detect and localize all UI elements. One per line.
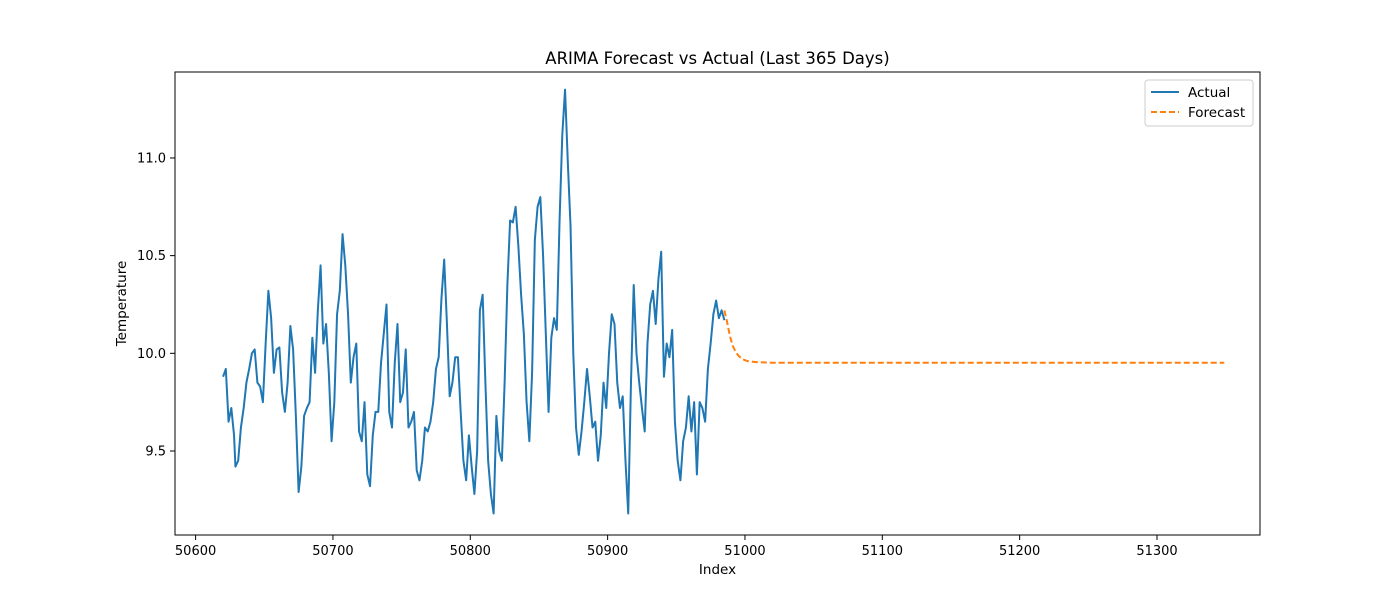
x-tick-label: 51100	[862, 544, 903, 559]
y-tick-label: 10.5	[137, 249, 166, 264]
legend-label-forecast: Forecast	[1188, 105, 1245, 121]
chart-title: ARIMA Forecast vs Actual (Last 365 Days)	[545, 49, 889, 68]
plot-area	[222, 88, 1225, 515]
x-axis-title: Index	[699, 562, 736, 578]
y-tick-label: 10.0	[137, 347, 166, 362]
axes-frame	[174, 71, 1261, 536]
legend-label-actual: Actual	[1188, 85, 1230, 101]
x-tick-label: 50800	[450, 544, 491, 559]
legend: Actual Forecast	[1144, 79, 1254, 127]
x-tick-label: 51300	[1136, 544, 1177, 559]
axes: 50600 50700 50800 50900 51000 51100 51200 51300…	[137, 71, 1261, 559]
x-tick-label: 50600	[175, 544, 216, 559]
x-tick-label: 51000	[724, 544, 765, 559]
series-line-forecast	[723, 310, 1225, 364]
series-line-actual	[222, 88, 726, 515]
y-tick-label: 11.0	[137, 151, 166, 166]
y-axis-title: Temperature	[114, 261, 130, 348]
y-tick-label: 9.5	[145, 444, 166, 459]
x-tick-label: 50700	[312, 544, 353, 559]
x-tick-label: 51200	[999, 544, 1040, 559]
x-tick-label: 50900	[587, 544, 628, 559]
